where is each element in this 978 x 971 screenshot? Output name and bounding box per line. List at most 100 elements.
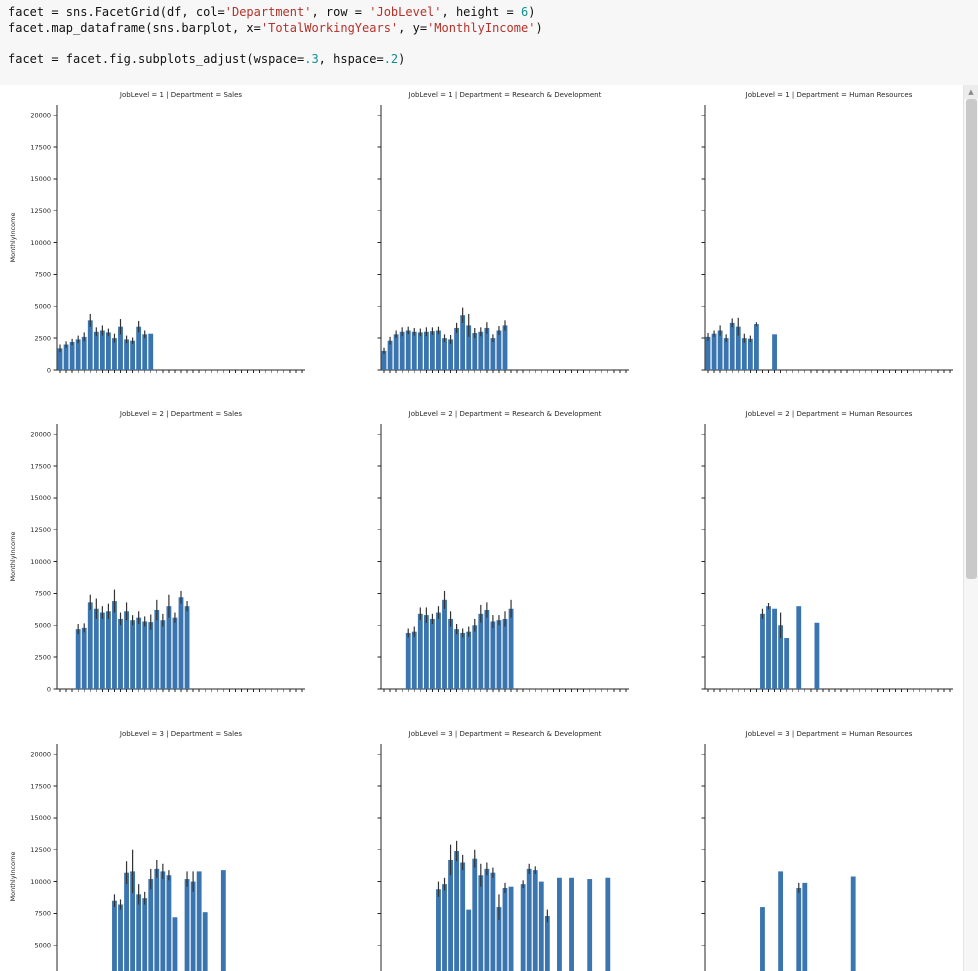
- y-tick-label: 0: [47, 366, 51, 374]
- bar: [154, 868, 160, 971]
- bar: [136, 326, 142, 370]
- bar: [850, 876, 856, 971]
- bar: [472, 858, 478, 971]
- bar: [448, 618, 453, 689]
- bar: [130, 620, 136, 689]
- bar: [502, 887, 508, 971]
- code-string: 'JobLevel': [369, 5, 442, 19]
- y-tick-label: 7500: [34, 271, 51, 279]
- bar: [472, 333, 478, 370]
- y-tick-label: 2500: [34, 334, 51, 342]
- bar: [466, 631, 472, 689]
- bar: [423, 331, 429, 370]
- bar: [442, 884, 447, 971]
- bar: [442, 338, 447, 370]
- code-string: 'Department': [224, 5, 312, 19]
- bar: [508, 886, 514, 971]
- code-text: ): [535, 20, 543, 35]
- bar: [105, 332, 111, 370]
- bar: [81, 627, 87, 689]
- bar: [532, 870, 538, 971]
- subplot-r0c2: JobLevel = 1 | Department = Human Resour…: [701, 91, 953, 373]
- code-string: 'MonthlyIncome': [427, 20, 536, 35]
- bar: [466, 325, 472, 370]
- bar: [166, 875, 172, 971]
- y-tick-label: 2500: [34, 653, 51, 661]
- code-text: , row =: [311, 5, 370, 19]
- bar: [753, 324, 759, 370]
- bar: [478, 331, 484, 370]
- bar: [587, 879, 593, 971]
- scroll-up-icon[interactable]: ▲: [964, 85, 978, 99]
- bar: [99, 612, 105, 689]
- bar: [423, 615, 429, 689]
- bar: [154, 610, 160, 689]
- bar: [496, 907, 502, 971]
- bar: [802, 882, 808, 971]
- scrollbar-thumb[interactable]: [966, 99, 977, 579]
- y-tick-label: 20000: [30, 430, 51, 438]
- bar: [166, 606, 172, 689]
- bar: [496, 620, 502, 689]
- code-number: .2: [383, 51, 399, 66]
- code-text: facet = sns.FacetGrid(df, col=: [8, 5, 225, 19]
- subplot-title: JobLevel = 3 | Department = Human Resour…: [745, 730, 913, 738]
- bar: [605, 877, 611, 971]
- y-tick-label: 17500: [30, 782, 51, 790]
- y-tick-label: 7500: [34, 910, 51, 918]
- bar: [557, 877, 562, 971]
- subplot-title: JobLevel = 2 | Department = Sales: [119, 410, 243, 418]
- bar: [81, 336, 87, 370]
- bar: [112, 601, 117, 689]
- bar: [502, 325, 508, 370]
- bar: [544, 915, 550, 971]
- bar: [387, 340, 393, 370]
- y-tick-label: 10000: [30, 558, 51, 566]
- code-cell[interactable]: facet = sns.FacetGrid(df, col='Departmen…: [0, 0, 978, 85]
- bar: [484, 327, 490, 370]
- y-tick-label: 12500: [30, 846, 51, 854]
- code-line: [8, 36, 970, 52]
- bar: [454, 851, 460, 971]
- y-tick-label: 17500: [30, 462, 51, 470]
- code-number: 6: [520, 5, 529, 19]
- subplot-r1c2: JobLevel = 2 | Department = Human Resour…: [701, 410, 953, 692]
- code-block[interactable]: facet = sns.FacetGrid(df, col='Departmen…: [8, 5, 970, 67]
- bar: [460, 315, 466, 370]
- bar: [490, 872, 496, 971]
- subplot-title: JobLevel = 1 | Department = Human Resour…: [745, 91, 913, 99]
- bar: [112, 338, 117, 370]
- subplot-title: JobLevel = 3 | Department = Research & D…: [408, 730, 602, 738]
- figure-area: JobLevel = 1 | Department = Sales 0 2500 50…: [0, 85, 963, 971]
- bar: [442, 599, 447, 689]
- bar: [381, 350, 387, 370]
- bar: [69, 341, 75, 370]
- y-tick-label: 10000: [30, 239, 51, 247]
- bar: [735, 326, 741, 370]
- y-tick-label: 20000: [30, 750, 51, 758]
- y-tick-label: 20000: [30, 111, 51, 119]
- bar: [411, 631, 417, 689]
- code-text: , height =: [441, 5, 521, 19]
- bar: [569, 877, 574, 971]
- code-text: ): [398, 51, 406, 66]
- scrollbar-track[interactable]: ▲: [963, 85, 978, 971]
- bar: [436, 612, 441, 689]
- bar: [105, 611, 111, 689]
- bar: [417, 613, 423, 689]
- subplot-r1c0: JobLevel = 2 | Department = Sales 0 2500 50…: [9, 410, 305, 693]
- bar: [202, 912, 208, 971]
- bar: [454, 629, 460, 689]
- y-tick-label: 5000: [34, 303, 51, 311]
- bar: [405, 330, 411, 370]
- bar: [454, 327, 460, 370]
- bar: [723, 338, 729, 370]
- y-tick-label: 15000: [30, 175, 51, 183]
- bar: [796, 887, 802, 971]
- y-tick-label: 12500: [30, 207, 51, 215]
- bar: [405, 632, 411, 689]
- bar: [741, 338, 747, 370]
- y-axis-label: MonthlyIncome: [9, 532, 17, 582]
- bar: [784, 638, 790, 689]
